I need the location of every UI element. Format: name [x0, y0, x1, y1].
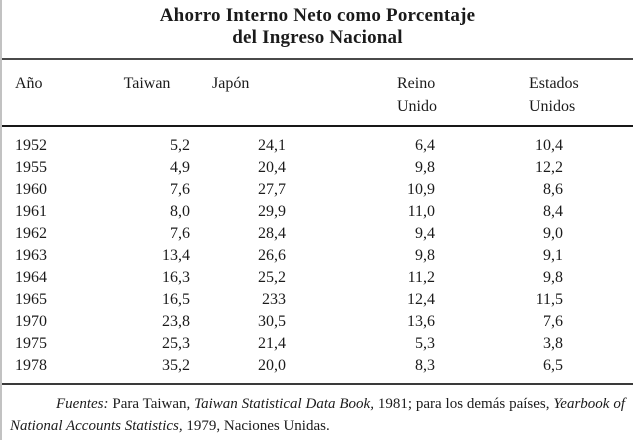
header-line: Año: [15, 75, 43, 92]
value-cell: 9,8: [415, 159, 435, 176]
table-header: Año Taiwan Japón Reino Unido Estados: [2, 60, 633, 127]
table-row: 1962 7,6 28,4 9,4 9,0: [2, 223, 633, 245]
year-cell: 1960: [15, 181, 47, 198]
page-title: Ahorro Interno Neto como Porcentaje del …: [2, 0, 633, 49]
title-line-2: del Ingreso Nacional: [232, 27, 403, 48]
value-cell: 10,9: [407, 181, 435, 198]
value-cell: 16,5: [162, 291, 190, 308]
value-cell: 10,4: [535, 137, 563, 154]
column-header-estados-unidos: Estados Unidos: [452, 60, 633, 127]
year-cell: 1962: [15, 225, 47, 242]
table-body: 1952 5,2 24,1 6,4 10,4 1955 4,9 20,4 9,8 12,2 1960…: [2, 126, 633, 383]
value-cell: 11,5: [535, 291, 563, 308]
value-cell: 7,6: [170, 181, 190, 198]
bottom-rule: [2, 383, 633, 385]
header-line: Taiwan: [123, 75, 171, 92]
value-cell: 9,8: [543, 269, 563, 286]
year-cell: 1961: [15, 203, 47, 220]
value-cell: 5,2: [170, 137, 190, 154]
value-cell: 13,6: [407, 313, 435, 330]
value-cell: 27,7: [258, 181, 286, 198]
year-cell: 1978: [15, 357, 47, 374]
column-header-taiwan: Taiwan: [97, 60, 197, 127]
value-cell: 8,6: [543, 181, 563, 198]
table-row: 1955 4,9 20,4 9,8 12,2: [2, 157, 633, 179]
year-cell: 1964: [15, 269, 47, 286]
header-line: Reino: [397, 75, 436, 92]
table-row: 1961 8,0 29,9 11,0 8,4: [2, 201, 633, 223]
value-cell: 23,8: [162, 313, 190, 330]
value-cell: 5,3: [415, 335, 435, 352]
table-row: 1960 7,6 27,7 10,9 8,6: [2, 179, 633, 201]
value-cell: 24,1: [258, 137, 286, 154]
value-cell: 9,8: [415, 247, 435, 264]
column-header-japon: Japón: [197, 60, 302, 127]
value-cell: 9,1: [543, 247, 563, 264]
value-cell: 29,9: [258, 203, 286, 220]
value-cell: 30,5: [258, 313, 286, 330]
value-cell: 26,6: [258, 247, 286, 264]
source-title-2: Yearbook of National Accounts Statistics…: [10, 396, 625, 434]
column-header-reino-unido: Reino Unido: [302, 60, 452, 127]
value-cell: 8,4: [543, 203, 563, 220]
value-cell: 7,6: [170, 225, 190, 242]
column-header-ano: Año: [2, 60, 97, 127]
value-cell: 4,9: [170, 159, 190, 176]
value-cell: 25,3: [162, 335, 190, 352]
source-note: Fuentes: Para Taiwan, Taiwan Statistical…: [2, 393, 633, 437]
header-line: Estados: [529, 75, 579, 92]
value-cell: 20,0: [258, 357, 286, 374]
header-line: Japón: [212, 75, 250, 92]
value-cell: 12,2: [535, 159, 563, 176]
year-cell: 1955: [15, 159, 47, 176]
value-cell: 9,0: [543, 225, 563, 242]
value-cell: 233: [262, 291, 286, 308]
value-cell: 7,6: [543, 313, 563, 330]
value-cell: 21,4: [258, 335, 286, 352]
value-cell: 8,3: [415, 357, 435, 374]
value-cell: 13,4: [162, 247, 190, 264]
table-row: 1964 16,3 25,2 11,2 9,8: [2, 267, 633, 289]
header-row: Año Taiwan Japón Reino Unido Estados: [2, 60, 633, 127]
table-row: 1963 13,4 26,6 9,8 9,1: [2, 245, 633, 267]
top-rule: [2, 58, 633, 60]
value-cell: 3,8: [543, 335, 563, 352]
year-cell: 1963: [15, 247, 47, 264]
source-label: Fuentes:: [56, 396, 109, 412]
value-cell: 35,2: [162, 357, 190, 374]
source-title-1: Taiwan Statistical Data Book,: [194, 396, 374, 412]
savings-table: Año Taiwan Japón Reino Unido Estados: [2, 60, 633, 383]
title-line-1: Ahorro Interno Neto como Porcentaje: [159, 5, 476, 26]
value-cell: 12,4: [407, 291, 435, 308]
value-cell: 11,2: [407, 269, 435, 286]
value-cell: 25,2: [258, 269, 286, 286]
table-row: 1978 35,2 20,0 8,3 6,5: [2, 355, 633, 383]
table-row: 1970 23,8 30,5 13,6 7,6: [2, 311, 633, 333]
header-line: Unidos: [529, 98, 576, 115]
source-text: 1981; para los demás países,: [373, 396, 554, 412]
value-cell: 16,3: [162, 269, 190, 286]
table-row: 1965 16,5 233 12,4 11,5: [2, 289, 633, 311]
table-row: 1952 5,2 24,1 6,4 10,4: [2, 126, 633, 157]
value-cell: 20,4: [258, 159, 286, 176]
value-cell: 28,4: [258, 225, 286, 242]
value-cell: 8,0: [170, 203, 190, 220]
value-cell: 6,4: [415, 137, 435, 154]
year-cell: 1975: [15, 335, 47, 352]
value-cell: 9,4: [415, 225, 435, 242]
value-cell: 11,0: [407, 203, 435, 220]
table-row: 1975 25,3 21,4 5,3 3,8: [2, 333, 633, 355]
year-cell: 1952: [15, 137, 47, 154]
value-cell: 6,5: [543, 357, 563, 374]
year-cell: 1970: [15, 313, 47, 330]
header-line: Unido: [397, 98, 437, 115]
source-text: Para Taiwan,: [108, 396, 195, 412]
year-cell: 1965: [15, 291, 47, 308]
source-text: 1979, Naciones Unidas.: [182, 418, 330, 434]
